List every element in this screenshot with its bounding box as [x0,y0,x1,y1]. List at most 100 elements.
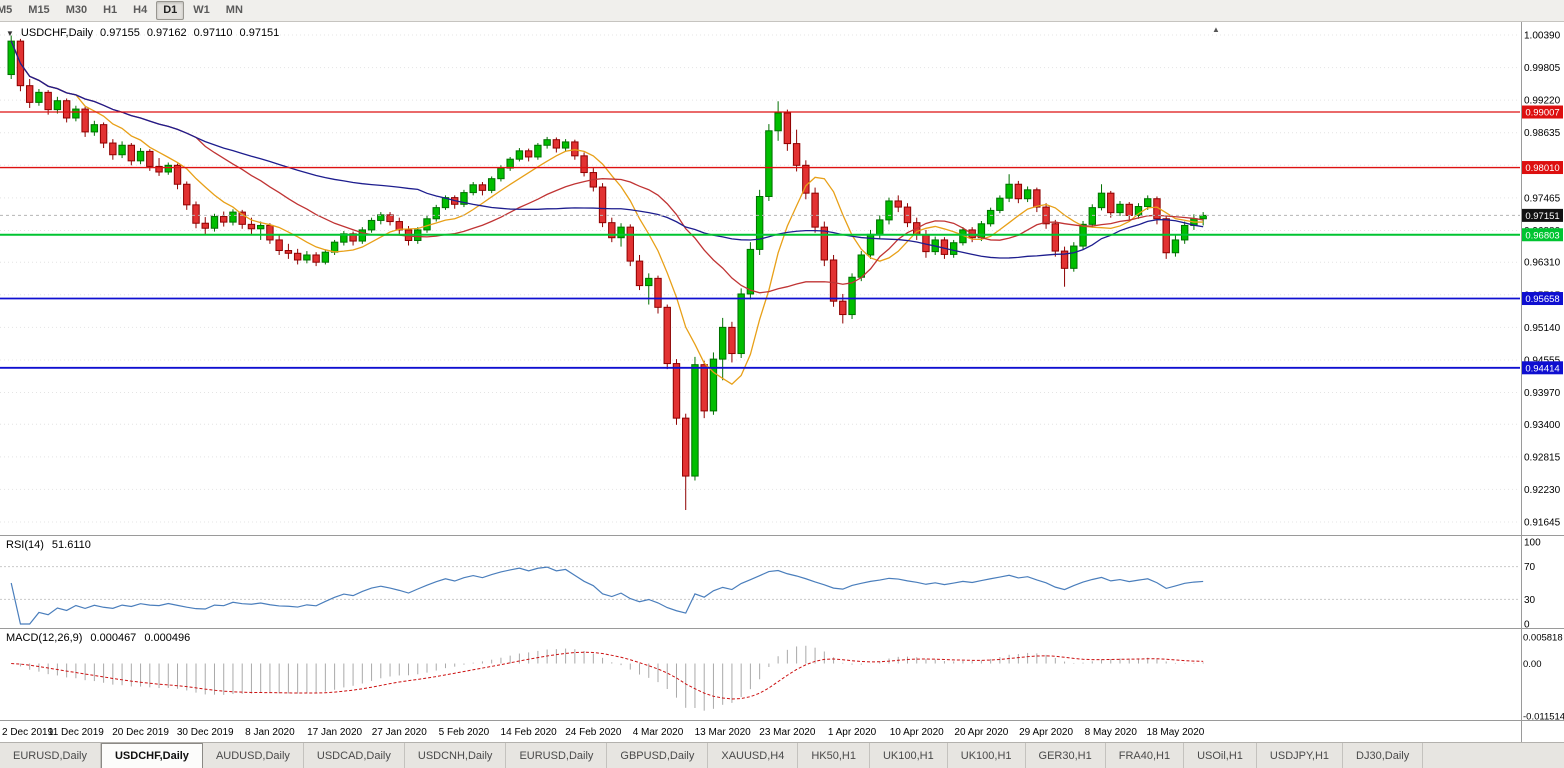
date-label: 2 Dec 2019 [2,727,54,738]
price-level-tag [1522,161,1563,175]
candle-body [672,363,681,419]
candle-body [1060,250,1069,269]
ohlc-low-value: 0.97110 [193,27,233,39]
chart-shift-icon[interactable]: ▲ [1212,25,1220,34]
chart-tab-hk50-h1[interactable]: HK50,H1 [798,743,870,768]
candle-body [62,100,71,119]
timeframe-toolbar: M5 M15 M30 H1 H4 D1 W1 MN [0,0,1564,22]
timeframe-button-m5[interactable]: M5 [0,4,13,16]
candle-body [284,250,293,254]
price-level-tag-label: 0.95658 [1525,294,1559,305]
candle-body [663,306,671,365]
macd-name: MACD(12,26,9) [6,632,83,644]
chart-tab-dj30-daily[interactable]: DJ30,Daily [1343,743,1424,768]
candle-body [802,164,810,194]
panel-separators[interactable] [0,22,1564,742]
timeframe-button-w1[interactable]: W1 [193,4,210,16]
candle-body [25,85,34,103]
ma-fast-orange [10,40,1204,385]
candle-body [691,364,699,477]
price-tick-label: 0.95140 [1524,323,1561,334]
chart-tab-usdchf-daily[interactable]: USDCHF,Daily [100,743,203,768]
price-level-tag [1522,228,1563,242]
price-axis: 1.003900.998050.992200.986350.980500.974… [1524,31,1561,529]
candle-body [524,150,533,158]
chart-tab-eurusd-daily[interactable]: EURUSD,Daily [0,743,101,768]
candle-body [146,150,154,167]
chart-tab-uk100-h1[interactable]: UK100,H1 [870,743,948,768]
candle-body [183,183,191,206]
candle-body [377,214,385,221]
candle-body [155,165,163,173]
price-chart-plot[interactable]: 1.003900.998050.992200.986350.980500.974… [0,22,1564,742]
candle-body [44,91,52,111]
candle-body [561,141,570,149]
candle-body [654,277,662,308]
macd-tick-label: 0.005818 [1523,633,1563,644]
rsi-tick-label: 70 [1524,562,1536,573]
timeframe-button-h1[interactable]: H1 [103,4,118,16]
candle-body [876,219,884,235]
candle-body [247,223,256,230]
candle-body [718,326,727,360]
chart-tab-usoil-h1[interactable]: USOil,H1 [1184,743,1257,768]
candle-body [626,226,634,262]
horizontal-lines-layer[interactable]: 0.99007 0.98010 0.96803 0.95658 0.94414 [0,105,1563,375]
chart-tab-xauusd-h4[interactable]: XAUUSD,H4 [708,743,799,768]
chart-tab-usdcnh-daily[interactable]: USDCNH,Daily [405,743,507,768]
candle-body [894,200,902,208]
candle-body [820,226,829,261]
timeframe-button-m30[interactable]: M30 [65,4,88,16]
candle-body [1162,218,1170,254]
chart-tab-uk100-h1[interactable]: UK100,H1 [948,743,1026,768]
candle-body [755,195,764,250]
macd-signal-line [11,651,1204,700]
timeframe-button-d1[interactable]: D1 [156,1,185,20]
date-label: 10 Apr 2020 [890,727,944,738]
candle-body [109,142,117,156]
candle-body [543,139,551,146]
chart-tab-eurusd-daily[interactable]: EURUSD,Daily [506,743,608,768]
date-label: 30 Dec 2019 [177,727,234,738]
chart-tab-usdjpy-h1[interactable]: USDJPY,H1 [1257,743,1344,768]
candle-body [35,91,43,103]
candle-body [81,108,89,133]
candle-body [635,260,644,287]
date-label: 14 Feb 2020 [501,727,558,738]
date-label: 4 Mar 2020 [633,727,684,738]
candle-body [839,300,847,316]
price-tick-label: 0.97465 [1524,193,1561,204]
candle-body [423,218,431,231]
candle-body [432,207,440,220]
candle-body [506,158,514,169]
candle-body [386,214,394,223]
candle-body [885,200,893,221]
price-tick-label: 0.93970 [1524,388,1561,399]
date-label: 23 Mar 2020 [759,727,816,738]
chart-tab-gbpusd-daily[interactable]: GBPUSD,Daily [607,743,709,768]
candle-body [238,211,246,225]
candle-body [487,178,496,191]
candle-body [1088,207,1096,225]
timeframe-button-m15[interactable]: M15 [28,4,50,16]
price-tick-label: 0.93400 [1524,420,1561,431]
chart-collapse-icon[interactable]: ▼ [6,28,14,38]
candle-body [90,124,99,133]
candle-body [682,417,690,477]
candle-body [709,358,718,412]
rsi-line [10,566,1204,625]
candle-body [1005,183,1013,199]
candle-body [192,204,200,224]
chart-tab-usdcad-daily[interactable]: USDCAD,Daily [304,743,405,768]
candle-body [1144,198,1152,208]
candle-body [220,216,228,223]
chart-tab-audusd-daily[interactable]: AUDUSD,Daily [203,743,304,768]
chart-tab-fra40-h1[interactable]: FRA40,H1 [1106,743,1185,768]
candle-body [478,184,487,191]
macd-tick-label: 0.00 [1523,659,1542,670]
timeframe-button-h4[interactable]: H4 [133,4,148,16]
timeframe-button-mn[interactable]: MN [225,4,243,16]
chart-tab-ger30-h1[interactable]: GER30,H1 [1026,743,1106,768]
